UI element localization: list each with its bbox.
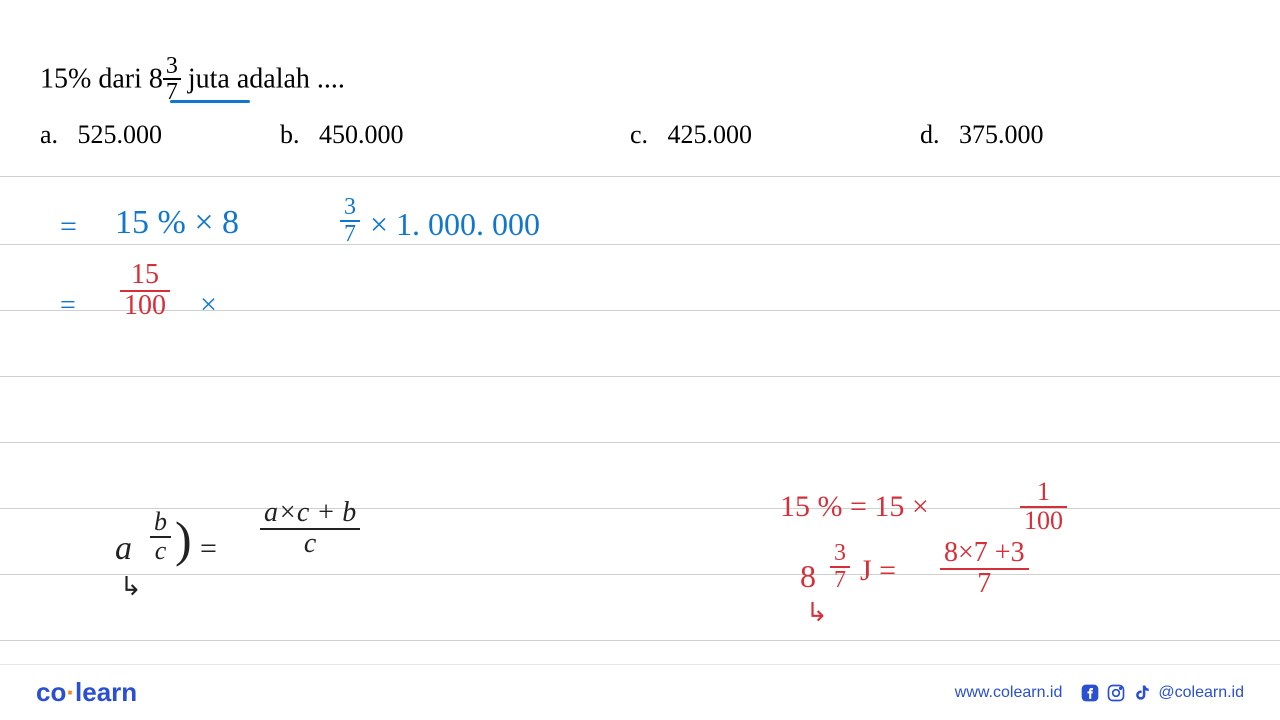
logo-co: co bbox=[36, 677, 66, 707]
option-a: a. 525.000 bbox=[40, 120, 162, 150]
option-d: d. 375.000 bbox=[920, 120, 1044, 150]
arrow-hook-left: ↳ bbox=[120, 572, 142, 602]
logo-learn: learn bbox=[75, 677, 137, 707]
work-line1-eq: = bbox=[60, 210, 77, 244]
tiktok-icon[interactable] bbox=[1132, 683, 1152, 703]
work2-frac-den: 100 bbox=[120, 293, 170, 320]
work-line2-fraction: 15 100 bbox=[120, 262, 170, 319]
arrow-hook-right: ↳ bbox=[806, 598, 828, 628]
option-d-value: 375.000 bbox=[959, 120, 1044, 149]
formula-c: c bbox=[150, 539, 171, 564]
work2-frac-num: 15 bbox=[120, 262, 170, 289]
facebook-icon[interactable] bbox=[1080, 683, 1100, 703]
work-frac-den: 7 bbox=[340, 223, 360, 246]
red-rhs-top: 8×7 +3 bbox=[940, 540, 1029, 567]
question-prefix: 15% dari 8 bbox=[40, 63, 163, 94]
option-b: b. 450.000 bbox=[280, 120, 404, 150]
question-underline bbox=[170, 100, 250, 103]
work-line1-left: 15 % × 8 bbox=[115, 204, 239, 242]
work-line1-right: × 1. 000. 000 bbox=[370, 206, 540, 243]
formula-a: a bbox=[115, 530, 132, 568]
option-a-label: a. bbox=[40, 120, 58, 149]
formula-rhs-bot: c bbox=[260, 531, 360, 558]
formula-eq: = bbox=[200, 532, 217, 566]
option-b-value: 450.000 bbox=[319, 120, 404, 149]
option-d-label: d. bbox=[920, 120, 940, 149]
red-percent-expr: 15 % = 15 × bbox=[780, 490, 929, 524]
social-icons: @colearn.id bbox=[1080, 683, 1244, 703]
question-fraction: 37 bbox=[163, 54, 181, 104]
option-b-label: b. bbox=[280, 120, 300, 149]
social-handle[interactable]: @colearn.id bbox=[1158, 684, 1244, 702]
red-mixed-fraction: 3 7 bbox=[830, 542, 850, 592]
work-frac-num: 3 bbox=[340, 196, 360, 219]
red-mixed-num: 3 bbox=[830, 542, 850, 565]
formula-b: b bbox=[150, 510, 171, 535]
red-mixed-den: 7 bbox=[830, 569, 850, 592]
formula-rhs-top: a×c + b bbox=[260, 500, 360, 527]
footer-bar: co·learn www.colearn.id @colearn.id bbox=[0, 664, 1280, 720]
ruled-paper-lines bbox=[0, 0, 1280, 720]
question-suffix: juta adalah .... bbox=[181, 63, 345, 94]
red-mixed-whole: 8 bbox=[800, 558, 816, 595]
footer-url[interactable]: www.colearn.id bbox=[955, 684, 1063, 702]
option-a-value: 525.000 bbox=[78, 120, 163, 149]
instagram-icon[interactable] bbox=[1106, 683, 1126, 703]
option-c-value: 425.000 bbox=[668, 120, 753, 149]
formula-bc-fraction: b c bbox=[150, 510, 171, 563]
logo-dot: · bbox=[66, 677, 75, 707]
formula-rhs: a×c + b c bbox=[260, 500, 360, 557]
fraction-numerator: 3 bbox=[163, 54, 181, 80]
formula-bracket: ) bbox=[175, 510, 192, 568]
red-pct-den: 100 bbox=[1020, 509, 1067, 534]
red-pct-num: 1 bbox=[1020, 480, 1067, 505]
red-mixed-j: J = bbox=[860, 554, 896, 588]
work-line1-fraction: 3 7 bbox=[340, 196, 360, 246]
work-line2-times: × bbox=[200, 288, 217, 322]
option-c: c. 425.000 bbox=[630, 120, 752, 150]
red-percent-fraction: 1 100 bbox=[1020, 480, 1067, 533]
red-rhs-bot: 7 bbox=[940, 571, 1029, 598]
work-line2-eq: = bbox=[60, 290, 76, 322]
brand-logo: co·learn bbox=[36, 677, 137, 708]
question-text: 15% dari 837 juta adalah .... bbox=[40, 56, 345, 106]
option-c-label: c. bbox=[630, 120, 648, 149]
red-mixed-rhs: 8×7 +3 7 bbox=[940, 540, 1029, 597]
